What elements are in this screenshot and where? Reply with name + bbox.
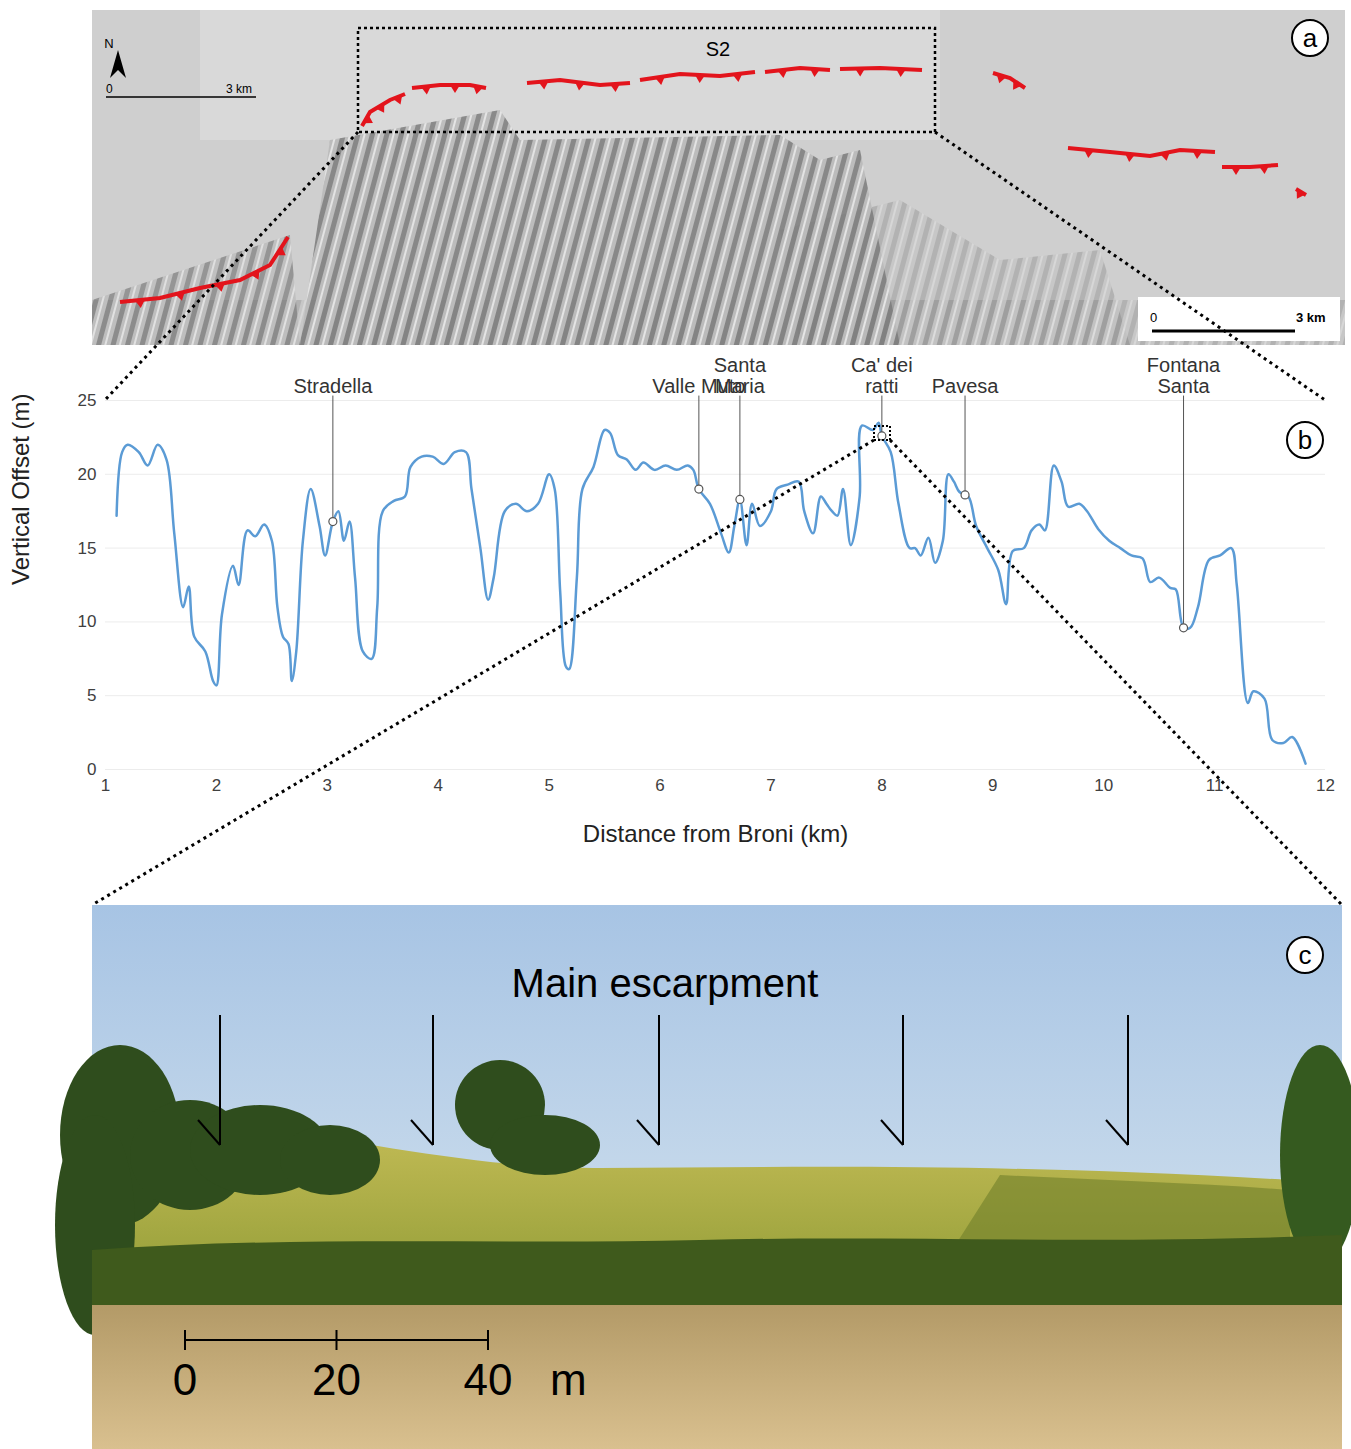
svg-text:11: 11 bbox=[1206, 776, 1224, 795]
svg-text:0: 0 bbox=[87, 760, 96, 779]
svg-text:7: 7 bbox=[766, 776, 775, 795]
svg-text:Pavesa: Pavesa bbox=[932, 375, 1000, 397]
svg-text:9: 9 bbox=[988, 776, 997, 795]
svg-text:10: 10 bbox=[1094, 776, 1113, 795]
svg-text:0: 0 bbox=[1150, 310, 1157, 325]
svg-text:10: 10 bbox=[78, 612, 97, 631]
svg-text:Stradella: Stradella bbox=[293, 375, 373, 397]
svg-text:1: 1 bbox=[101, 776, 110, 795]
svg-text:a: a bbox=[1303, 23, 1318, 53]
svg-text:3 km: 3 km bbox=[226, 82, 252, 96]
svg-text:SantaMaria: SantaMaria bbox=[714, 354, 767, 397]
svg-text:2: 2 bbox=[212, 776, 221, 795]
svg-text:0: 0 bbox=[106, 82, 113, 96]
svg-text:25: 25 bbox=[78, 391, 97, 410]
svg-text:Valle Muto: Valle Muto bbox=[652, 375, 746, 398]
svg-text:FontanaSanta: FontanaSanta bbox=[1147, 354, 1221, 397]
svg-text:12: 12 bbox=[1316, 776, 1335, 795]
svg-text:20: 20 bbox=[312, 1355, 361, 1404]
svg-text:6: 6 bbox=[655, 776, 664, 795]
svg-text:Vertical Offset (m): Vertical Offset (m) bbox=[7, 393, 34, 585]
svg-text:5: 5 bbox=[544, 776, 553, 795]
svg-text:Distance from Broni (km): Distance from Broni (km) bbox=[583, 820, 848, 847]
svg-text:Ca' deiratti: Ca' deiratti bbox=[851, 354, 913, 397]
svg-text:3: 3 bbox=[323, 776, 332, 795]
svg-text:0: 0 bbox=[173, 1355, 197, 1404]
svg-text:Main escarpment: Main escarpment bbox=[512, 961, 819, 1005]
svg-text:5: 5 bbox=[87, 686, 96, 705]
svg-text:c: c bbox=[1299, 940, 1312, 970]
svg-text:15: 15 bbox=[78, 539, 97, 558]
svg-text:S2: S2 bbox=[706, 38, 730, 60]
svg-text:b: b bbox=[1298, 425, 1312, 455]
svg-text:N: N bbox=[104, 36, 113, 51]
svg-text:m: m bbox=[550, 1355, 587, 1404]
svg-text:40: 40 bbox=[464, 1355, 513, 1404]
svg-text:3 km: 3 km bbox=[1296, 310, 1326, 325]
svg-text:4: 4 bbox=[433, 776, 442, 795]
svg-text:20: 20 bbox=[78, 465, 97, 484]
svg-text:8: 8 bbox=[877, 776, 886, 795]
